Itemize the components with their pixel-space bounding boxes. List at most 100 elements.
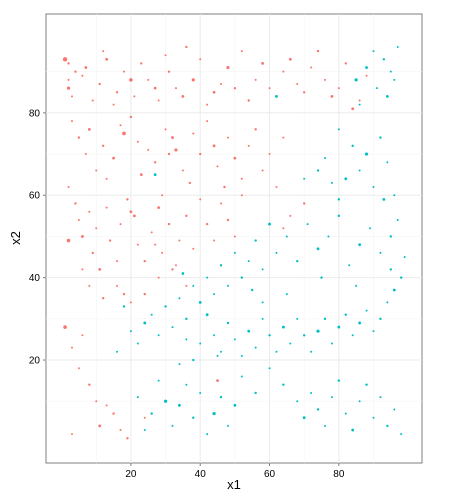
- data-point: [178, 297, 181, 300]
- data-point: [396, 45, 399, 48]
- data-point: [174, 264, 177, 267]
- data-point: [122, 292, 126, 296]
- data-point: [303, 177, 306, 180]
- x-axis-title: x1: [227, 477, 241, 492]
- data-point: [199, 391, 202, 394]
- data-point: [191, 78, 195, 82]
- data-point: [154, 243, 157, 246]
- data-point: [185, 338, 188, 341]
- data-point: [382, 58, 386, 61]
- data-point: [105, 404, 108, 407]
- data-point: [206, 120, 209, 123]
- series-1: [62, 45, 368, 440]
- data-point: [212, 144, 216, 148]
- data-point: [212, 90, 216, 94]
- data-point: [164, 128, 167, 131]
- data-point: [81, 74, 84, 77]
- data-point: [344, 412, 347, 415]
- data-point: [268, 367, 271, 370]
- data-point: [254, 239, 257, 242]
- data-point: [133, 95, 136, 98]
- data-point: [115, 91, 119, 94]
- data-point: [282, 136, 285, 139]
- data-point: [296, 83, 299, 86]
- data-point: [174, 87, 177, 90]
- data-point: [192, 284, 195, 287]
- data-point: [250, 288, 254, 292]
- data-point: [365, 309, 368, 312]
- data-point: [199, 152, 202, 156]
- data-point: [358, 400, 361, 403]
- data-point: [129, 78, 133, 82]
- data-point: [261, 169, 264, 172]
- data-point: [150, 231, 153, 234]
- data-point: [247, 329, 251, 333]
- data-point: [344, 177, 348, 181]
- data-point: [302, 91, 306, 94]
- data-point: [116, 284, 119, 287]
- data-point: [129, 301, 132, 304]
- data-point: [67, 186, 70, 189]
- data-point: [302, 334, 306, 337]
- data-point: [147, 148, 150, 151]
- data-point: [261, 301, 264, 304]
- data-point: [136, 140, 139, 143]
- data-point: [219, 264, 223, 267]
- data-point: [261, 317, 264, 320]
- data-point: [282, 383, 285, 386]
- data-point: [226, 321, 230, 325]
- data-point: [67, 78, 70, 81]
- data-point: [389, 70, 392, 73]
- data-point: [275, 94, 278, 98]
- x-tick-label: 40: [195, 469, 207, 480]
- data-point: [192, 416, 195, 419]
- data-point: [337, 128, 340, 131]
- data-point: [247, 144, 250, 147]
- data-points: [62, 45, 406, 440]
- data-point: [126, 198, 129, 201]
- data-point: [102, 50, 105, 53]
- data-point: [323, 157, 326, 160]
- data-point: [226, 284, 229, 287]
- data-point: [161, 194, 164, 197]
- data-point: [379, 396, 382, 399]
- data-point: [140, 62, 143, 65]
- data-point: [289, 214, 292, 217]
- data-point: [233, 235, 236, 238]
- data-point: [330, 181, 333, 184]
- data-point: [240, 177, 243, 180]
- data-point: [112, 156, 115, 160]
- data-point: [105, 57, 109, 61]
- data-point: [226, 424, 229, 427]
- data-point: [157, 334, 160, 337]
- data-point: [181, 169, 184, 172]
- data-point: [84, 66, 88, 69]
- data-point: [223, 185, 226, 189]
- data-point: [281, 325, 285, 329]
- data-point: [226, 136, 229, 139]
- data-point: [122, 70, 125, 73]
- data-point: [247, 99, 250, 102]
- data-point: [212, 411, 216, 416]
- data-point: [392, 288, 396, 292]
- data-point: [400, 433, 403, 436]
- data-point: [268, 222, 271, 226]
- data-point: [88, 284, 91, 287]
- y-tick-label: 20: [29, 356, 41, 367]
- data-point: [98, 267, 102, 271]
- data-point: [337, 325, 341, 329]
- data-point: [351, 144, 354, 148]
- data-point: [323, 424, 326, 427]
- data-point: [233, 403, 237, 407]
- data-point: [171, 268, 174, 271]
- data-point: [375, 87, 378, 90]
- data-point: [98, 424, 102, 428]
- data-point: [268, 334, 271, 337]
- data-point: [296, 400, 299, 403]
- data-point: [171, 136, 174, 139]
- data-point: [66, 86, 71, 90]
- plot-panel: [45, 13, 423, 464]
- data-point: [205, 222, 209, 226]
- data-point: [129, 210, 133, 214]
